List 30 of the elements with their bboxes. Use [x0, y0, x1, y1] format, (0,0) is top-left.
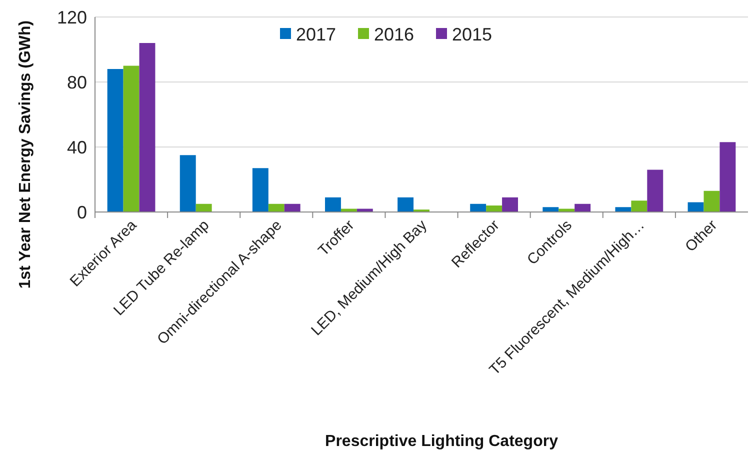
bar — [647, 170, 664, 212]
bar — [252, 168, 268, 212]
bar — [704, 190, 720, 212]
bar — [574, 204, 591, 212]
bar — [615, 207, 632, 212]
x-axis-title: Prescriptive Lighting Category — [325, 433, 558, 450]
bar — [398, 197, 414, 212]
bar — [196, 204, 212, 212]
bar — [325, 197, 341, 212]
y-tick-label: 80 — [66, 72, 87, 92]
bar — [180, 155, 196, 212]
y-tick-label: 40 — [66, 137, 87, 158]
bar — [123, 66, 140, 212]
bar — [107, 69, 124, 212]
y-axis-title: 1st Year Net Energy Savings (GWh) — [17, 20, 34, 289]
bar — [470, 204, 486, 212]
legend-label: 2016 — [374, 24, 414, 44]
bar — [486, 206, 502, 212]
bar — [268, 204, 284, 212]
bar — [284, 204, 300, 212]
bar — [720, 142, 736, 212]
bar — [631, 200, 648, 212]
legend-label: 2017 — [296, 24, 336, 44]
legend-label: 2015 — [452, 24, 492, 44]
bar — [542, 207, 559, 212]
bar — [139, 43, 156, 212]
y-tick-label: 120 — [56, 7, 87, 28]
bar — [502, 197, 518, 212]
bar — [688, 202, 704, 212]
y-tick-label: 0 — [76, 202, 87, 222]
